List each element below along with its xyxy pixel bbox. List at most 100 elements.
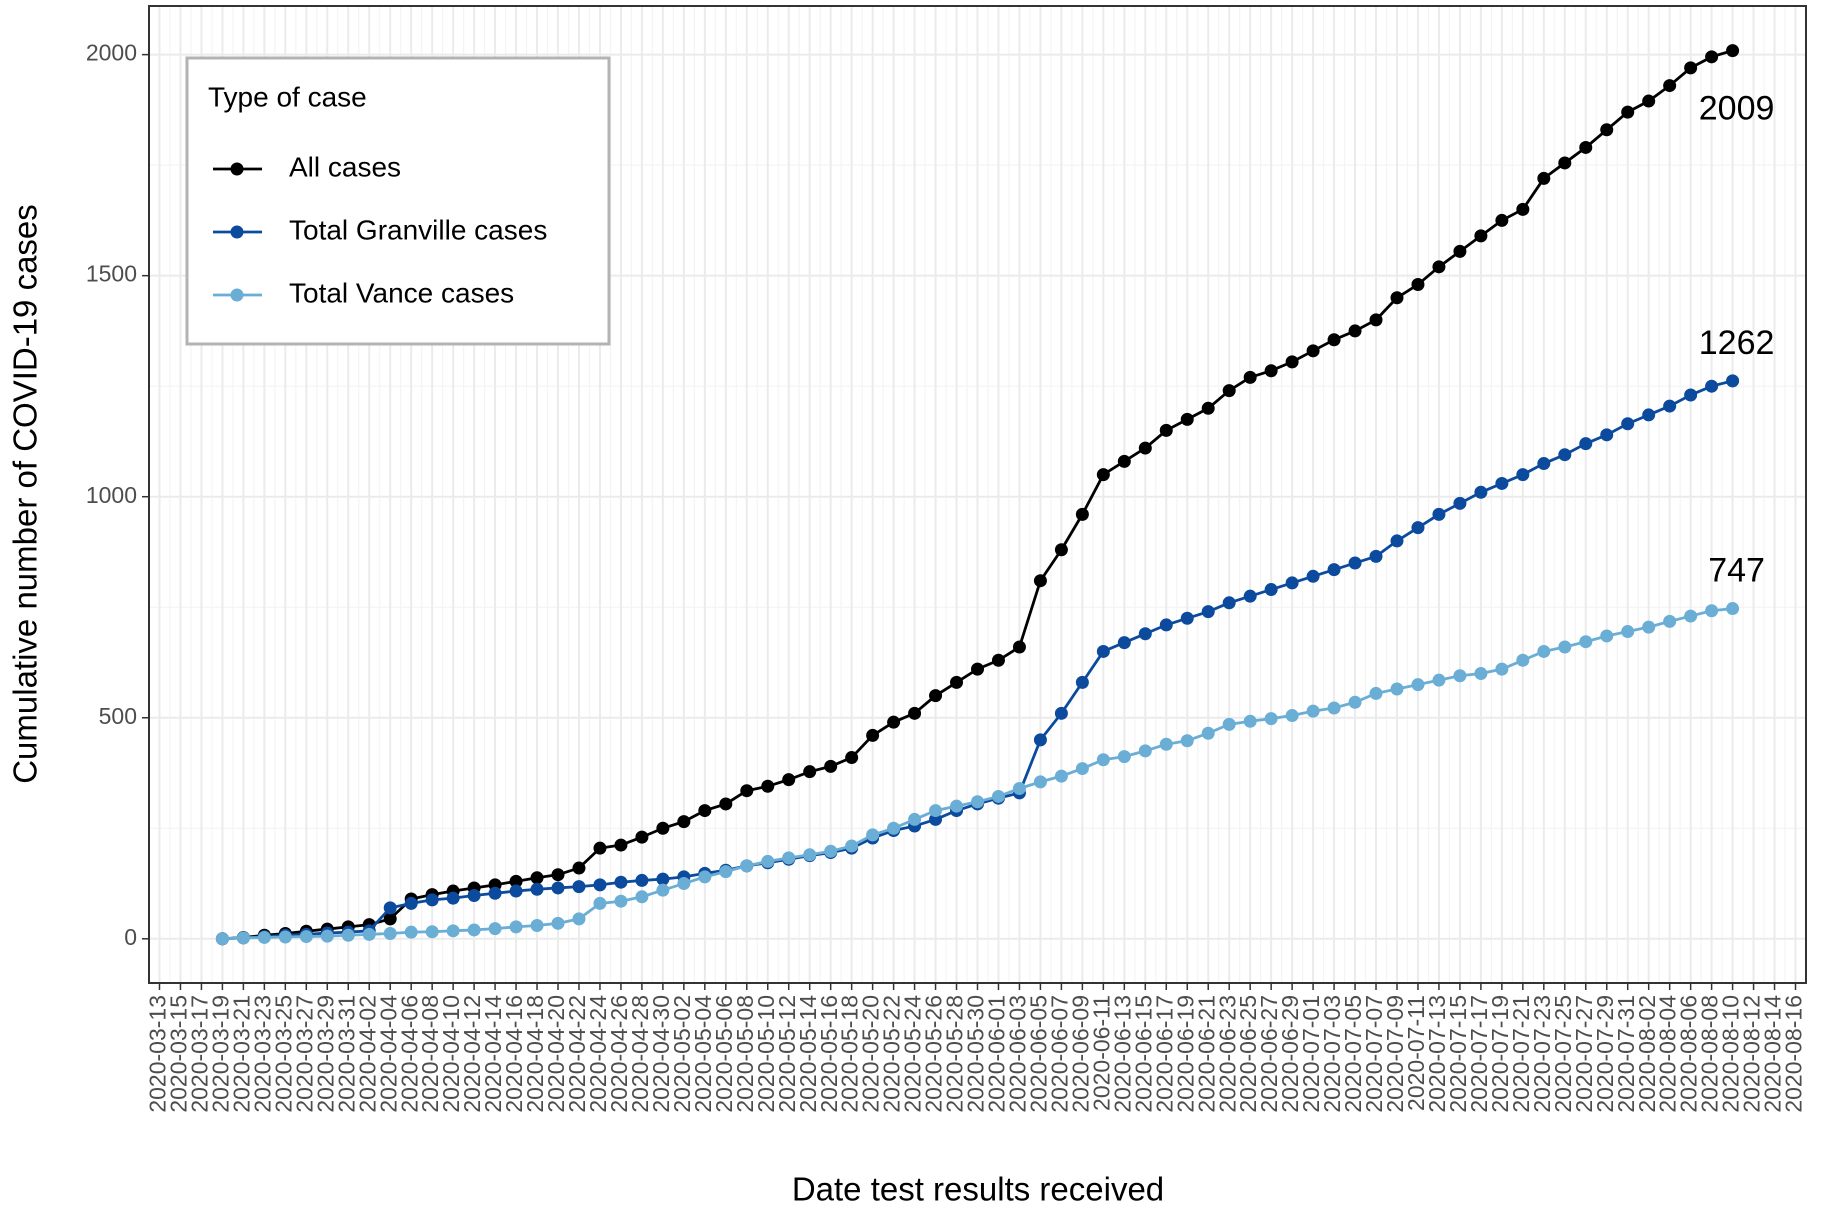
- data-point: [236, 931, 250, 945]
- data-point: [1180, 734, 1194, 748]
- data-point: [383, 912, 397, 926]
- data-point: [1033, 775, 1047, 789]
- x-tick-label: 2020-06-11: [1088, 995, 1114, 1111]
- data-point: [635, 873, 649, 887]
- data-point: [782, 851, 796, 865]
- x-tick-label: 2020-06-03: [1005, 995, 1031, 1113]
- x-tick-label: 2020-03-15: [166, 995, 192, 1113]
- x-tick-label: 2020-07-15: [1445, 995, 1471, 1113]
- data-point: [1075, 762, 1089, 776]
- data-point: [656, 872, 670, 886]
- data-point: [1369, 313, 1383, 327]
- data-point: [488, 922, 502, 936]
- x-tick-label: 2020-04-04: [375, 995, 401, 1113]
- x-tick-label: 2020-05-28: [942, 995, 968, 1113]
- data-point: [950, 675, 964, 689]
- data-point: [1201, 726, 1215, 740]
- y-tick-label: 1500: [86, 261, 137, 287]
- data-point: [1453, 244, 1467, 258]
- x-tick-label: 2020-07-25: [1550, 995, 1576, 1113]
- x-tick-label: 2020-06-25: [1235, 995, 1261, 1113]
- data-point: [677, 815, 691, 829]
- x-tick-label: 2020-06-17: [1151, 995, 1177, 1113]
- x-tick-label: 2020-08-16: [1781, 995, 1807, 1113]
- data-point: [572, 861, 586, 875]
- data-point: [1684, 61, 1698, 75]
- data-point: [383, 901, 397, 915]
- data-point: [1222, 596, 1236, 610]
- x-tick-label: 2020-05-22: [879, 995, 905, 1113]
- data-point: [593, 841, 607, 855]
- data-point: [1579, 437, 1593, 451]
- x-tick-label: 2020-07-09: [1382, 995, 1408, 1113]
- data-point: [1642, 94, 1656, 108]
- data-point: [1663, 614, 1677, 628]
- data-point: [740, 784, 754, 798]
- x-tick-label: 2020-05-26: [921, 995, 947, 1113]
- data-point: [1495, 213, 1509, 227]
- data-point: [509, 920, 523, 934]
- x-tick-label: 2020-07-03: [1319, 995, 1345, 1113]
- x-tick-label: 2020-06-23: [1214, 995, 1240, 1113]
- x-tick-label: 2020-05-02: [669, 995, 695, 1113]
- data-point: [1159, 423, 1173, 437]
- data-point: [1558, 156, 1572, 170]
- data-point: [761, 779, 775, 793]
- data-point: [1348, 556, 1362, 570]
- data-point: [635, 890, 649, 904]
- data-point: [1558, 448, 1572, 462]
- x-tick-label: 2020-08-02: [1634, 995, 1660, 1113]
- data-point: [1453, 669, 1467, 683]
- data-point: [1474, 485, 1488, 499]
- x-tick-label: 2020-06-15: [1130, 995, 1156, 1113]
- data-point: [1159, 618, 1173, 632]
- x-tick-label: 2020-04-10: [438, 995, 464, 1113]
- x-tick-label: 2020-05-08: [732, 995, 758, 1113]
- data-point: [1243, 370, 1257, 384]
- x-tick-label: 2020-06-29: [1277, 995, 1303, 1113]
- data-point: [1684, 609, 1698, 623]
- data-point: [1579, 140, 1593, 154]
- data-point: [1075, 675, 1089, 689]
- x-tick-label: 2020-07-19: [1487, 995, 1513, 1113]
- data-point: [1453, 496, 1467, 510]
- data-point: [866, 728, 880, 742]
- data-point: [1516, 468, 1530, 482]
- data-point: [1726, 602, 1740, 616]
- data-point: [320, 929, 334, 943]
- x-tick-label: 2020-03-27: [291, 995, 317, 1113]
- x-tick-label: 2020-03-25: [270, 995, 296, 1113]
- data-point: [1264, 583, 1278, 597]
- data-point: [614, 894, 628, 908]
- data-point: [1474, 667, 1488, 681]
- x-tick-label: 2020-07-13: [1424, 995, 1450, 1113]
- data-point: [1369, 686, 1383, 700]
- data-point: [551, 916, 565, 930]
- data-point: [530, 919, 544, 933]
- data-point: [1705, 604, 1719, 618]
- x-tick-label: 2020-03-13: [145, 995, 171, 1113]
- data-point: [656, 883, 670, 897]
- data-point: [991, 653, 1005, 667]
- x-tick-label: 2020-06-01: [984, 995, 1010, 1113]
- x-tick-label: 2020-07-31: [1613, 995, 1639, 1113]
- y-axis-title: Cumulative number of COVID-19 cases: [7, 204, 44, 784]
- data-point: [1327, 701, 1341, 715]
- x-tick-label: 2020-04-28: [627, 995, 653, 1113]
- x-tick-label: 2020-03-23: [249, 995, 275, 1113]
- data-point: [1495, 476, 1509, 490]
- data-point: [1642, 620, 1656, 634]
- data-point: [257, 930, 271, 944]
- x-tick-label: 2020-08-10: [1718, 995, 1744, 1113]
- data-point: [635, 830, 649, 844]
- data-point: [1411, 678, 1425, 692]
- data-point: [362, 927, 376, 941]
- data-point: [509, 874, 523, 888]
- x-tick-label: 2020-08-12: [1739, 995, 1765, 1113]
- x-tick-label: 2020-08-14: [1760, 995, 1786, 1113]
- data-point: [1705, 50, 1719, 64]
- data-point: [1579, 635, 1593, 649]
- data-point: [509, 884, 523, 898]
- x-tick-label: 2020-03-31: [333, 995, 359, 1113]
- data-point: [1726, 44, 1740, 58]
